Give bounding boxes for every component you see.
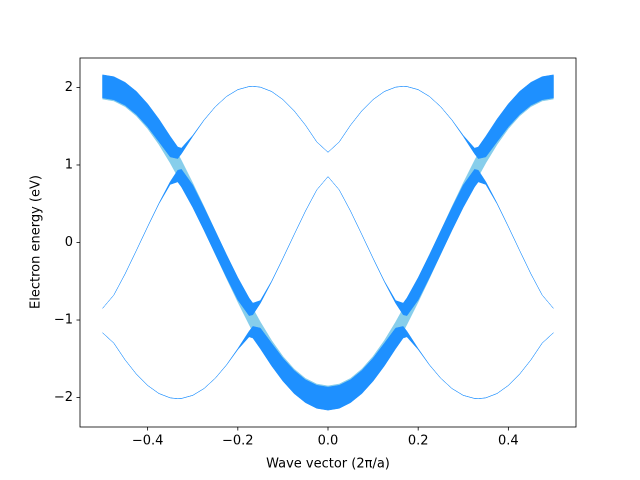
y-tick-label: 0 (65, 235, 73, 250)
band (102, 326, 554, 411)
y-axis-label: Electron energy (eV) (29, 175, 44, 309)
x-tick-label: −0.4 (132, 434, 164, 449)
y-tick-label: 1 (65, 157, 73, 172)
y-tick-label: 2 (65, 80, 73, 95)
y-tick-label: −2 (54, 390, 73, 405)
y-tick-label: −1 (54, 313, 73, 328)
band (102, 169, 554, 316)
band (102, 74, 554, 159)
x-axis-label: Wave vector (2π/a) (266, 457, 390, 472)
x-tick-label: 0.4 (498, 434, 519, 449)
x-tick-label: −0.2 (222, 434, 254, 449)
x-tick-label: 0.0 (318, 434, 339, 449)
x-tick-label: 0.2 (408, 434, 429, 449)
